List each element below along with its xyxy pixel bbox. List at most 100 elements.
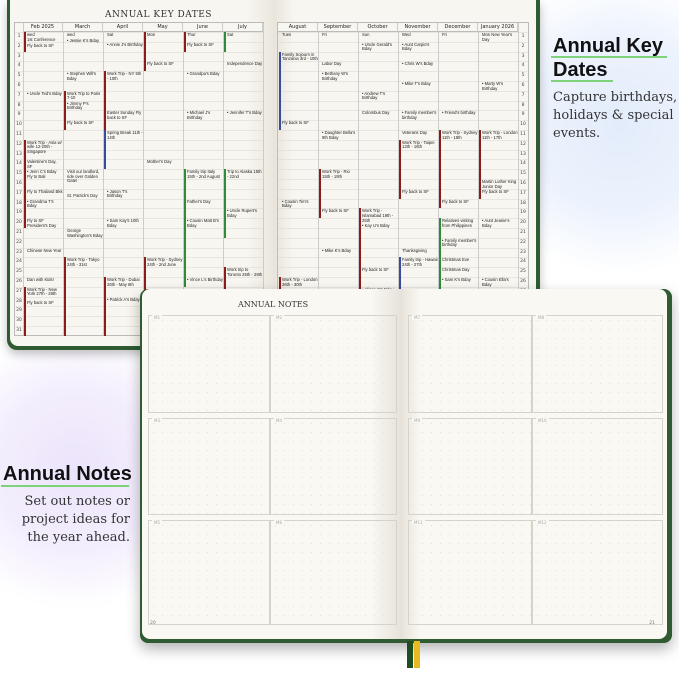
column-divider [438,23,439,335]
day-number: 18 [520,200,526,206]
day-number: 6 [17,83,21,88]
date-range-bar [104,71,106,130]
date-range-bar [144,32,146,72]
calendar-entry: Work Trip - Sydney 11th - 18th [442,130,478,140]
day-number: 15 [16,171,22,177]
calendar-entry: wed [67,32,75,37]
key-dates-planner: ANNUAL KEY DATES Feb 2025 March April May Ju… [7,0,540,350]
note-box: M2 [270,315,397,413]
date-range-bar [24,32,26,52]
calendar-entry: • Chris W's Bday [402,61,434,67]
calendar-entry: Work Trip - New York 27th - 28th [27,286,57,297]
calendar-entry: Christmas Day [442,267,470,273]
note-box-label: M4 [274,418,284,423]
calendar-entry: Easter Sunday Fly back to SF [107,110,142,120]
calendar-entry: Work Trip - Dubai 26th - May 6th [107,277,140,287]
column-divider [398,23,399,335]
note-box-label: M8 [536,315,546,320]
day-number: 24 [16,259,22,265]
day-number: 18 [16,200,22,206]
day-number: 22 [520,239,526,245]
date-range-bar [224,267,226,297]
column-divider [478,23,479,335]
calendar-entry: Family trip Italy 15th - 2nd August [187,169,220,179]
calendar-entry: Martin Luther King Junior Day [482,179,517,189]
calendar-entry: Fly back to SF [482,188,509,194]
calendar-entry: Work Trip - Sydney 24th - 2nd June [147,257,183,267]
day-number: 17 [16,190,22,196]
calendar-entry: Chinese New Year [27,247,62,253]
note-box: M7 [408,315,532,413]
calendar-entry: Fly to SF President's Day [27,218,57,228]
calendar-entry: • Grandpa's Bday [187,71,220,77]
date-range-bar [184,32,186,52]
calendar-entry: Valentine's Day, SF [27,159,57,169]
day-number: 1 [521,34,525,39]
calendar-entry: Work Trip - London 11th - 17th [482,130,518,140]
calendar-entry: • Jennifer T's Bday [227,110,262,116]
calendar-entry: Family Sojourn in Tanzania 3rd - 10th [282,51,318,62]
note-box-label: M10 [536,418,549,423]
calendar-entry: Fly back to SF [147,61,174,67]
day-number: 14 [16,161,22,167]
calendar-entry: Work Trip - Rio 15th - 19th [322,169,350,179]
day-number: 9 [521,112,525,118]
notes-heading: Annual Notes [3,463,132,485]
calendar-entry: • Family member's birthday [402,110,437,120]
day-number: 15 [520,171,526,177]
day-number: 19 [16,210,22,216]
calendar-entry: • Kay U's Bday [362,222,390,228]
month-header: January 2026 [478,23,518,32]
notes-description-1: Set out notes or [24,494,130,509]
date-range-bar [24,286,26,336]
note-box: M3 [148,418,270,515]
month-header: July [223,23,263,32]
column-divider [518,23,519,335]
day-number: 27 [16,288,22,294]
calendar-entry: Mother's Day [147,159,172,165]
day-number: 11 [520,132,526,137]
day-number: 16 [520,181,526,186]
day-number: 12 [520,141,526,147]
month-header: August [278,23,318,32]
key-dates-left-page: ANNUAL KEY DATES Feb 2025 March April May Ju… [10,0,273,346]
month-header: Feb 2025 [23,23,63,32]
date-range-bar [224,32,226,52]
calendar-entry: Thur [187,32,196,37]
day-number: 21 [16,230,22,235]
date-range-bar [64,257,66,336]
day-number: 17 [520,190,526,196]
annual-notes-planner: ANNUAL NOTES 20 21 M1M2M7M8M3M4M9M10M5M6… [140,289,672,643]
day-number: 7 [17,92,21,98]
calendar-entry: • Aunt Jeanie's Bday [482,218,510,228]
calendar-entry: Visit our landlord, ride over Golden Gat… [67,169,100,184]
day-number: 6 [521,83,525,88]
note-box-label: M12 [536,520,549,525]
calendar-entry: Work Trip - Asia w/ wife 12-20th - Singa… [27,139,62,154]
note-box: M6 [270,520,397,625]
day-number: 3 [521,53,525,59]
calendar-entry: Fly back to SF [27,42,54,48]
calendar-entry: • Friend's birthday [442,110,476,116]
key-dates-title: ANNUAL KEY DATES [105,10,212,20]
day-number: 5 [521,73,525,79]
key-dates-description-1: Capture birthdays, [553,90,678,105]
calendar-entry: Fri [442,32,447,37]
calendar-entry: Work Trip - Taipei 12th - 16th [402,139,435,150]
date-range-bar [24,139,26,228]
note-box: M12 [532,520,663,625]
calendar-entry: • Jenn C's Bday [27,168,57,174]
note-box-label: M1 [152,315,162,320]
column-divider [103,23,104,335]
calendar-entry: • Andrew T's Birthday [362,90,386,101]
column-divider [63,23,64,335]
day-number: 16 [16,181,22,186]
column-divider [318,23,319,335]
note-box-label: M2 [274,315,284,320]
column-divider [358,23,359,335]
calendar-entry: • Annie J's Birthday [107,41,143,47]
day-number: 2 [17,43,21,49]
day-number: 14 [520,161,526,167]
calendar-entry: Fly back to SF [27,299,54,305]
day-number: 4 [17,63,21,69]
